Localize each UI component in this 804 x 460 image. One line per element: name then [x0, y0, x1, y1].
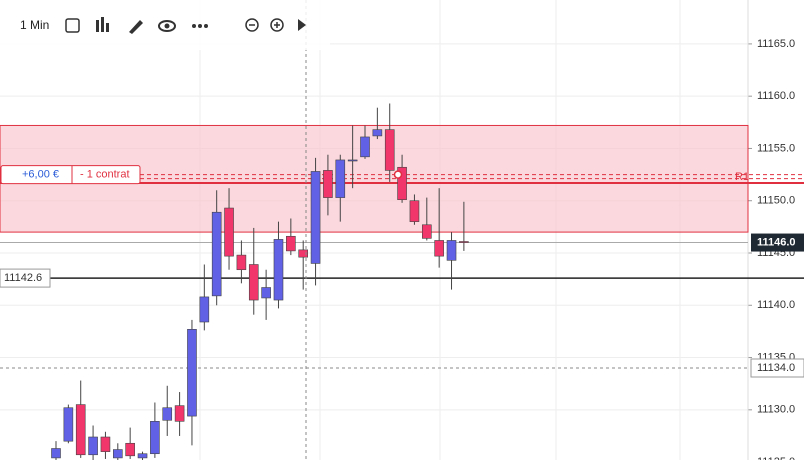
candle-body: [335, 159, 346, 198]
last-price-label: 11146.0: [757, 236, 796, 248]
position-pnl: +6,00 €: [22, 168, 59, 180]
candle-body: [360, 136, 370, 158]
interval-button[interactable]: 1 Min: [20, 18, 49, 32]
crosshair-label: 11134.0: [757, 362, 795, 374]
y-tick-label: 11150.0: [757, 195, 795, 207]
candle-body: [199, 296, 210, 323]
candle-body: [421, 224, 432, 239]
candle-body: [248, 264, 259, 301]
candle-body: [298, 249, 309, 258]
eye-icon[interactable]: [158, 20, 176, 32]
y-tick-label: 11165.0: [757, 38, 795, 50]
order-label-box: [0, 268, 51, 288]
candle-body: [347, 159, 358, 162]
toolbar: 1 Min: [0, 0, 330, 50]
candle-body: [397, 166, 407, 200]
candle-body: [384, 129, 395, 171]
level-label: R1: [735, 171, 749, 183]
candle-body: [211, 211, 222, 297]
position-box: [0, 165, 141, 185]
zoom-out[interactable]: [245, 18, 259, 32]
candle-body: [150, 421, 160, 455]
candle-body: [236, 254, 247, 271]
candle-body: [88, 436, 98, 456]
bars-icon[interactable]: [96, 17, 109, 32]
candle-body: [63, 407, 74, 442]
candle-body: [273, 239, 284, 301]
y-tick-label: 11160.0: [757, 90, 795, 102]
order-label: 11142.6: [4, 272, 42, 284]
draw-icon[interactable]: [129, 20, 143, 34]
zoom-in[interactable]: [270, 18, 284, 32]
candle-body: [51, 448, 61, 459]
candle-body: [137, 453, 148, 459]
candle-body: [162, 407, 173, 421]
y-tick-label: 11140.0: [757, 299, 795, 311]
candle-body: [323, 170, 333, 198]
play-icon[interactable]: [298, 19, 306, 31]
candle-body: [100, 436, 111, 452]
position-size: - 1 contrat: [80, 168, 130, 180]
y-tick-label: 11125.0: [757, 456, 795, 460]
candle-body: [372, 129, 383, 137]
candle-body: [174, 405, 185, 422]
crosshair-label-box: [750, 358, 804, 378]
candle-body: [409, 200, 420, 222]
more-icon[interactable]: [192, 24, 208, 28]
last-price-box: [751, 233, 804, 252]
y-tick-label: 11130.0: [757, 404, 795, 416]
candle-body: [286, 235, 296, 252]
calendar-icon[interactable]: [65, 18, 80, 33]
candle-body: [75, 404, 86, 456]
candle-body: [446, 240, 457, 261]
candle-body: [125, 442, 135, 457]
candle-body: [261, 287, 271, 299]
entry-marker: [393, 170, 403, 179]
y-tick-label: 11155.0: [757, 142, 795, 154]
candle-body: [459, 241, 469, 243]
candle-body: [224, 207, 234, 257]
candle-body: [434, 240, 444, 257]
candle-body: [187, 329, 197, 417]
candle-body: [113, 449, 123, 459]
candle-body: [310, 171, 321, 264]
